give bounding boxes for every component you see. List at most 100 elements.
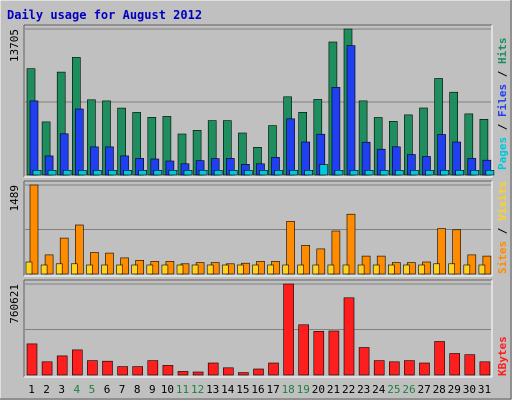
x-tick-label: 16 [251,383,264,396]
bar-visits-day-19 [301,245,311,275]
bar-pages-day-21 [334,170,344,176]
x-axis-labels: 1 2 3 4 5 6 7 8 9 10 11 12 13 14 15 16 17 18 19 20 21 22 23 24 2… [28,383,491,396]
bar-kbytes-day-2 [41,361,53,376]
bar-sites-day-27 [418,264,425,275]
bar-kbytes-day-6 [102,360,113,376]
bar-pages-day-25 [394,170,404,176]
panel-plot-area [24,181,492,276]
bar-sites-day-9 [146,264,154,275]
bar-pages-day-13 [213,170,223,176]
bar-sites-day-26 [403,264,410,275]
x-tick-label: 4 [73,383,80,396]
x-tick-label: 11 [176,383,189,396]
x-tick-label: 14 [221,383,235,396]
bar-pages-day-27 [425,170,434,176]
bar-sites-day-6 [101,264,108,275]
bar-sites-day-19 [297,264,305,275]
x-tick-label: 12 [191,383,204,396]
bar-kbytes-day-14 [223,367,234,376]
bar-sites-day-4 [71,263,78,275]
bar-sites-day-3 [55,263,63,275]
bar-pages-day-8 [138,170,147,176]
bar-files-day-3 [59,133,69,176]
bar-kbytes-day-16 [253,368,264,376]
bar-kbytes-day-29 [449,353,461,376]
x-tick-label: 20 [312,383,325,396]
bar-pages-day-16 [259,170,268,176]
legend-separator: / [496,117,509,137]
bar-pages-day-26 [410,170,419,176]
x-tick-label: 24 [372,383,386,396]
bar-pages-day-3 [62,170,72,176]
x-tick-label: 22 [342,383,355,396]
bar-sites-day-25 [387,264,395,275]
bar-kbytes-day-28 [434,341,445,376]
bar-sites-day-12 [191,264,199,275]
y-max-label: 760621 [8,284,21,324]
x-tick-label: 30 [463,383,476,396]
bar-kbytes-day-17 [268,362,279,376]
bar-visits-day-5 [90,252,99,275]
bar-sites-day-18 [282,264,289,275]
bar-kbytes-day-18 [283,283,294,376]
x-tick-label: 3 [58,383,65,396]
bar-visits-day-3 [59,237,69,275]
panel-hits_files_pages: 13705 [8,24,495,178]
bar-visits-day-30 [467,254,477,275]
bar-visits-day-22 [346,213,356,275]
x-tick-label: 25 [387,383,400,396]
bar-visits-day-21 [331,230,341,275]
bar-sites-day-23 [357,264,365,275]
bar-visits-day-29 [452,229,462,275]
legend-panel-2: Sites / Visits [496,181,509,274]
x-tick-label: 28 [433,383,446,396]
bar-sites-day-5 [86,264,93,275]
bar-kbytes-day-23 [358,347,370,376]
bar-files-day-21 [331,87,341,176]
bar-kbytes-day-5 [87,360,98,376]
bar-kbytes-day-15 [238,372,249,376]
bar-sites-day-29 [448,263,456,275]
bar-sites-day-1 [25,261,33,275]
chart-panels: 13705 1489 760621 Pages / Files / Hits Sites… [8,24,509,378]
bar-kbytes-day-22 [343,297,355,376]
bar-pages-day-22 [349,170,359,176]
bar-pages-day-4 [78,170,87,176]
panel-visits_sites: 1489 [8,180,493,277]
bar-sites-day-10 [161,264,169,275]
y-max-label: 13705 [8,29,21,62]
bar-sites-day-17 [267,264,274,275]
x-tick-label: 9 [149,383,156,396]
bar-pages-day-2 [47,170,57,176]
bar-pages-day-28 [440,170,449,176]
bar-visits-day-6 [105,252,114,275]
bar-pages-day-9 [153,170,163,176]
bar-pages-day-31 [485,170,495,176]
x-tick-label: 26 [402,383,415,396]
x-tick-label: 21 [327,383,340,396]
bar-pages-day-6 [108,170,117,176]
legend-item-kbytes: KBytes [496,336,509,376]
bar-sites-day-2 [40,264,48,275]
bar-pages-day-10 [168,170,178,176]
bar-files-day-4 [75,108,84,176]
bar-kbytes-day-7 [117,366,128,376]
legend-item-files: Files [496,84,509,117]
bar-sites-day-7 [116,264,123,275]
x-tick-label: 15 [236,383,249,396]
bar-pages-day-19 [304,170,314,176]
x-tick-label: 5 [89,383,96,396]
y-max-label: 1489 [8,185,21,212]
bar-sites-day-20 [312,264,320,275]
bar-pages-day-17 [274,170,283,176]
bar-pages-day-7 [123,170,132,176]
x-tick-label: 29 [448,383,461,396]
bar-kbytes-day-10 [162,365,174,376]
bar-sites-day-24 [372,264,380,275]
bar-kbytes-day-9 [147,360,159,376]
bar-sites-day-22 [342,264,350,275]
bar-kbytes-day-31 [479,361,491,376]
bar-sites-day-15 [237,264,244,275]
